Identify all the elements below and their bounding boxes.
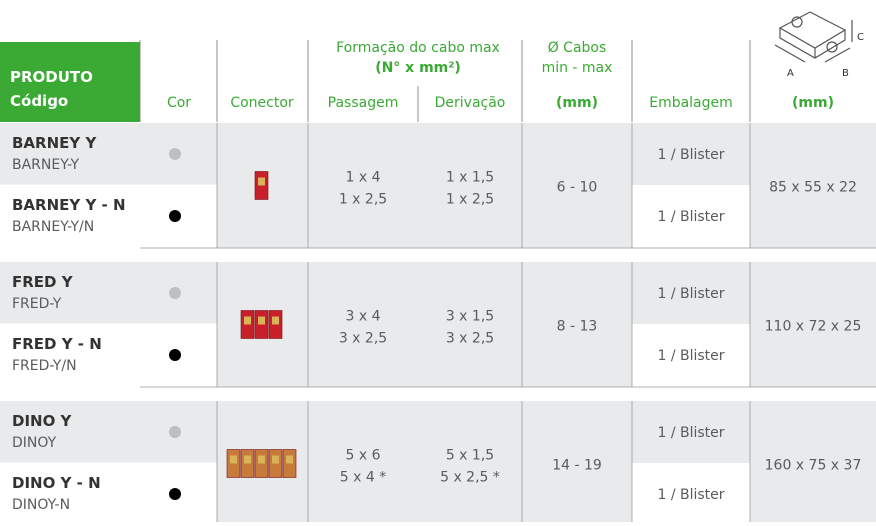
derivacao: 1 x 1,5	[446, 170, 494, 186]
header-conector: Conector	[230, 95, 294, 111]
color-dot	[169, 148, 181, 160]
header-derivacao: Derivação	[435, 95, 506, 111]
packaging: 1 / Blister	[657, 286, 724, 302]
product-name: DINO Y - N	[12, 474, 101, 492]
connector-screw	[230, 455, 237, 464]
header-codigo: Código	[10, 92, 68, 110]
dim-label-c: C	[857, 32, 864, 43]
connector-screw	[272, 316, 279, 325]
derivacao: 3 x 1,5	[446, 309, 494, 325]
passagem: 5 x 4 *	[340, 470, 386, 486]
dim-label-a: A	[787, 68, 794, 79]
dim-label-b: B	[842, 68, 849, 79]
connector-screw	[258, 177, 265, 186]
merged-bg	[750, 262, 876, 387]
passagem: 5 x 6	[346, 448, 381, 464]
product-name: BARNEY Y	[12, 134, 97, 152]
cabos: 14 - 19	[552, 458, 602, 474]
cabos: 8 - 13	[557, 319, 598, 335]
derivacao: 1 x 2,5	[446, 192, 494, 208]
connector-screw	[258, 316, 265, 325]
cabos: 6 - 10	[557, 180, 598, 196]
connector-screw	[258, 455, 265, 464]
header-cor: Cor	[167, 95, 191, 111]
header-badge	[0, 42, 140, 122]
header-cabos-range: min - max	[542, 60, 613, 76]
color-dot	[169, 287, 181, 299]
product-code: BARNEY-Y/N	[12, 219, 94, 235]
product-code: BARNEY-Y	[12, 157, 80, 173]
packaging: 1 / Blister	[657, 147, 724, 163]
connector-screw	[286, 455, 293, 464]
product-name: FRED Y	[12, 273, 74, 291]
passagem: 3 x 4	[346, 309, 381, 325]
dimensions: 110 x 72 x 25	[765, 319, 862, 335]
passagem: 1 x 2,5	[339, 192, 387, 208]
merged-bg	[217, 123, 632, 248]
product-name: FRED Y - N	[12, 335, 102, 353]
header-formacao-unit: (N° x mm²)	[375, 60, 461, 76]
connector-screw	[244, 316, 251, 325]
color-dot	[169, 488, 181, 500]
packaging: 1 / Blister	[657, 209, 724, 225]
packaging: 1 / Blister	[657, 487, 724, 503]
dimension-icon	[774, 11, 853, 63]
passagem: 1 x 4	[346, 170, 381, 186]
product-code: DINOY-N	[12, 497, 70, 513]
merged-bg	[217, 262, 632, 387]
derivacao: 5 x 1,5	[446, 448, 494, 464]
header-embalagem: Embalagem	[649, 95, 733, 111]
derivacao: 3 x 2,5	[446, 331, 494, 347]
packaging: 1 / Blister	[657, 425, 724, 441]
product-code: FRED-Y	[12, 296, 62, 312]
color-dot	[169, 210, 181, 222]
product-code: FRED-Y/N	[12, 358, 77, 374]
product-name: BARNEY Y - N	[12, 196, 126, 214]
merged-bg	[750, 401, 876, 526]
header-cabos: Ø Cabos	[548, 40, 607, 56]
passagem: 3 x 2,5	[339, 331, 387, 347]
connector-screw	[244, 455, 251, 464]
connector-screw	[272, 455, 279, 464]
derivacao: 5 x 2,5 *	[440, 470, 500, 486]
product-code: DINOY	[12, 435, 57, 451]
color-dot	[169, 349, 181, 361]
color-dot	[169, 426, 181, 438]
dimensions: 85 x 55 x 22	[769, 180, 857, 196]
header-formacao: Formação do cabo max	[336, 40, 500, 56]
merged-bg	[750, 123, 876, 248]
header-cabos-unit: (mm)	[556, 95, 598, 111]
product-name: DINO Y	[12, 412, 73, 430]
dimensions: 160 x 75 x 37	[765, 458, 862, 474]
header-passagem: Passagem	[328, 95, 399, 111]
header-produto: PRODUTO	[10, 68, 93, 86]
header-dim-unit: (mm)	[792, 95, 834, 111]
packaging: 1 / Blister	[657, 348, 724, 364]
